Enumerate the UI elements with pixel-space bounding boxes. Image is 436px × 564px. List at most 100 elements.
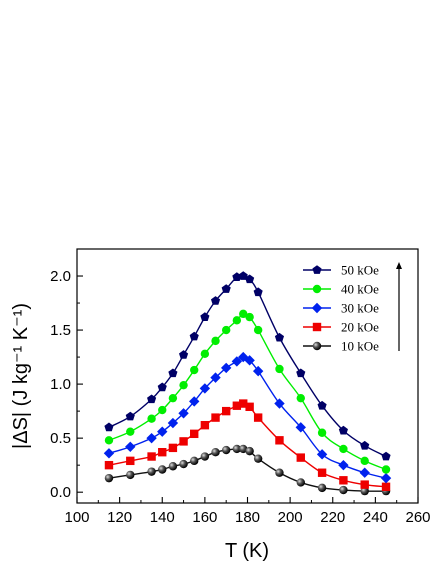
data-point <box>312 284 322 294</box>
data-point <box>275 468 284 477</box>
legend-entry: 40 kOe <box>303 282 379 297</box>
data-point <box>253 287 263 297</box>
legend-entry: 20 kOe <box>303 320 379 335</box>
data-point <box>125 411 135 421</box>
data-point <box>211 448 220 457</box>
data-point <box>126 470 135 480</box>
data-point <box>275 364 284 374</box>
data-point <box>245 446 254 456</box>
data-point <box>168 443 178 453</box>
data-point <box>147 467 156 476</box>
data-point <box>190 456 199 466</box>
series-layer <box>103 271 392 496</box>
series-40-koe <box>104 309 391 474</box>
data-point <box>179 350 189 359</box>
legend-label: 40 kOe <box>341 282 379 297</box>
series-20-koe <box>104 399 391 491</box>
data-point <box>220 362 232 374</box>
data-point <box>168 393 178 403</box>
data-point <box>274 398 285 409</box>
data-point <box>211 413 220 422</box>
data-point <box>200 452 210 461</box>
data-point <box>239 309 248 319</box>
data-point <box>232 401 242 410</box>
data-point <box>245 312 254 322</box>
data-point <box>317 428 327 437</box>
data-point <box>104 460 114 470</box>
data-point <box>274 332 285 342</box>
data-point <box>317 400 327 410</box>
data-point <box>360 486 369 496</box>
y-tick-label: 0.5 <box>50 430 71 447</box>
legend-entry: 10 kOe <box>303 339 379 354</box>
data-point <box>338 425 348 435</box>
y-tick-label: 0.0 <box>50 484 71 501</box>
data-point <box>147 394 157 404</box>
data-point <box>239 399 248 408</box>
data-point <box>200 349 210 359</box>
data-point <box>126 456 135 466</box>
data-point <box>312 322 322 332</box>
data-point <box>189 331 199 341</box>
data-point <box>125 441 136 452</box>
legend-entry: 30 kOe <box>303 301 379 316</box>
x-tick-label: 160 <box>192 509 217 526</box>
data-point <box>179 380 188 390</box>
x-axis-title: T (K) <box>225 540 269 562</box>
data-point <box>296 453 305 462</box>
data-point <box>221 325 231 335</box>
data-point <box>179 459 188 469</box>
data-point <box>253 454 263 463</box>
data-point <box>157 382 167 392</box>
data-point <box>200 312 210 321</box>
data-point <box>210 372 221 383</box>
data-point <box>317 483 327 493</box>
axes: 100 120 140 160 180 200 220 240 260 0.0 0.5 1.0 1.5 2… <box>50 268 430 526</box>
x-tick-label: 120 <box>107 509 132 526</box>
legend-label: 50 kOe <box>341 263 379 278</box>
data-point <box>381 482 391 491</box>
data-point <box>178 408 189 419</box>
data-point <box>253 413 263 422</box>
data-point <box>312 265 322 274</box>
data-point <box>360 440 370 450</box>
data-point <box>381 451 391 461</box>
data-point <box>190 365 199 375</box>
data-point <box>339 485 348 495</box>
data-point <box>158 405 167 415</box>
data-point <box>311 302 323 314</box>
x-tick-label: 100 <box>64 509 89 526</box>
legend-label: 10 kOe <box>341 339 379 354</box>
data-point <box>339 444 348 454</box>
data-point <box>147 452 156 461</box>
legend-label: 30 kOe <box>341 301 379 316</box>
data-point <box>104 422 114 432</box>
series-50-koe <box>104 271 391 461</box>
data-point <box>190 429 199 439</box>
data-point <box>338 459 349 471</box>
data-point <box>221 445 231 455</box>
data-point <box>104 436 114 445</box>
y-tick-label: 2.0 <box>50 268 71 285</box>
data-point <box>146 432 157 444</box>
data-point <box>232 444 242 454</box>
data-point <box>360 480 369 489</box>
data-point <box>221 284 231 293</box>
data-point <box>157 426 168 437</box>
data-point <box>275 436 284 445</box>
data-point <box>200 420 210 430</box>
y-tick-label: 1.0 <box>50 376 71 393</box>
data-point <box>239 444 248 454</box>
data-point <box>245 402 254 412</box>
x-tick-label: 180 <box>235 509 260 526</box>
data-point <box>158 448 167 457</box>
data-point <box>168 462 178 471</box>
x-tick-label: 140 <box>150 509 175 526</box>
data-point <box>167 417 179 429</box>
data-point <box>380 472 392 484</box>
x-tick-label: 240 <box>363 509 388 526</box>
series-30-koe <box>103 351 392 484</box>
data-point <box>232 316 242 325</box>
data-point <box>189 396 200 407</box>
